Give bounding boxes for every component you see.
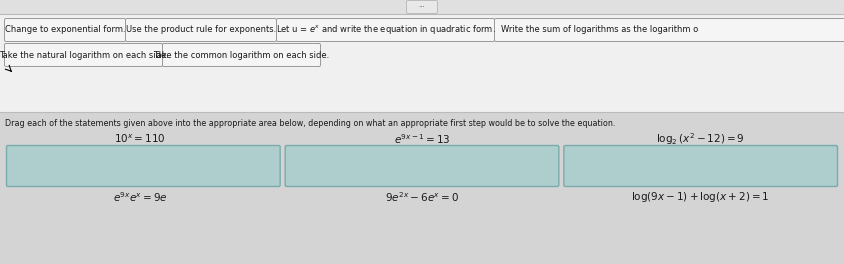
FancyBboxPatch shape — [4, 44, 163, 67]
FancyBboxPatch shape — [277, 18, 495, 41]
FancyBboxPatch shape — [4, 18, 126, 41]
Text: Write the sum of logarithms as the logarithm o: Write the sum of logarithms as the logar… — [501, 26, 698, 35]
FancyBboxPatch shape — [495, 18, 844, 41]
Text: Change to exponential form.: Change to exponential form. — [5, 26, 125, 35]
FancyBboxPatch shape — [407, 1, 437, 13]
Text: $10^x = 110$: $10^x = 110$ — [114, 133, 166, 145]
Text: $\log_2(x^2 - 12) = 9$: $\log_2(x^2 - 12) = 9$ — [656, 131, 744, 147]
Text: Take the natural logarithm on each side.: Take the natural logarithm on each side. — [0, 50, 169, 59]
Bar — [0, 0, 844, 14]
Text: Let u = $e^x$ and write the equation in quadratic form.: Let u = $e^x$ and write the equation in … — [276, 23, 495, 36]
Text: Use the product rule for exponents.: Use the product rule for exponents. — [126, 26, 276, 35]
Text: $e^{9x} e^x = 9e$: $e^{9x} e^x = 9e$ — [112, 190, 167, 204]
FancyBboxPatch shape — [564, 145, 837, 186]
FancyBboxPatch shape — [163, 44, 321, 67]
FancyBboxPatch shape — [7, 145, 280, 186]
Bar — [0, 14, 844, 112]
Text: $\log(9x-1) + \log(x+2) = 1$: $\log(9x-1) + \log(x+2) = 1$ — [630, 190, 769, 204]
Text: Drag each of the statements given above into the appropriate area below, dependi: Drag each of the statements given above … — [5, 119, 615, 128]
Text: $e^{9x-1} = 13$: $e^{9x-1} = 13$ — [393, 132, 451, 146]
Bar — [0, 112, 844, 264]
FancyBboxPatch shape — [285, 145, 559, 186]
FancyBboxPatch shape — [126, 18, 277, 41]
Text: Take the common logarithm on each side.: Take the common logarithm on each side. — [154, 50, 330, 59]
Text: $9e^{2x} - 6e^x = 0$: $9e^{2x} - 6e^x = 0$ — [385, 190, 459, 204]
Text: ···: ··· — [419, 4, 425, 10]
